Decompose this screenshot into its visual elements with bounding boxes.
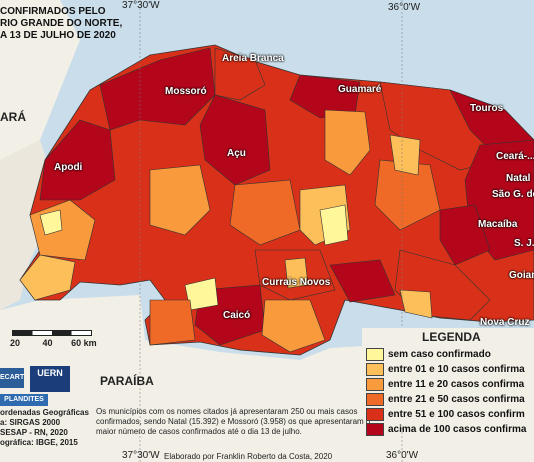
city-label-macaiba: Macaíba xyxy=(478,219,518,230)
city-label-acu: Açu xyxy=(227,148,246,159)
uern-logo: UERN xyxy=(30,366,70,392)
city-label-goianinha: Goian xyxy=(509,270,534,281)
legend-swatch xyxy=(366,393,384,406)
coord-bottom-right: 36°0'W xyxy=(386,450,419,461)
legend-swatch xyxy=(366,348,384,361)
legend: LEGENDA sem caso confirmado entre 01 e 1… xyxy=(366,330,534,437)
legend-label: entre 51 e 100 casos confirm xyxy=(388,409,525,420)
city-label-touros: Touros xyxy=(470,103,504,114)
city-label-nova-cruz: Nova Cruz xyxy=(480,317,530,328)
state-label-ceara: ARÁ xyxy=(0,110,26,124)
scale-bar xyxy=(12,330,92,336)
state-label-paraiba: PARAÍBA xyxy=(100,374,154,388)
region-centre-yellow xyxy=(319,204,349,246)
region-west-yellow xyxy=(19,254,76,301)
legend-item: sem caso confirmado xyxy=(366,347,534,362)
legend-swatch xyxy=(366,408,384,421)
legend-item: entre 11 e 20 casos confirma xyxy=(366,377,534,392)
city-label-natal: Natal xyxy=(506,173,531,184)
region-south-orange-2 xyxy=(261,299,326,353)
city-label-apodi: Apodi xyxy=(54,162,83,173)
neighbor-land-west xyxy=(0,0,80,160)
region-areia-branca xyxy=(214,47,266,101)
legend-label: entre 01 e 10 casos confirma xyxy=(388,364,525,375)
plandites-logo: PLANDITES xyxy=(0,394,48,406)
region-macaiba xyxy=(439,204,491,266)
coord-top-left: 37°30'W xyxy=(122,0,160,11)
city-label-sao-goncalo: São G. do xyxy=(492,189,534,200)
region-south-orange xyxy=(149,299,196,346)
scale-tick-40: 40 xyxy=(42,338,53,348)
map-author: Elaborado por Franklin Roberto da Costa,… xyxy=(164,452,333,461)
legend-item: entre 01 e 10 casos confirma xyxy=(366,362,534,377)
city-label-currais-novos: Currais Novos xyxy=(262,277,331,288)
map-credits: ordenadas Geográficas a: SIRGAS 2000 SES… xyxy=(0,408,89,447)
legend-swatch xyxy=(366,378,384,391)
region-currais-yellow xyxy=(284,257,309,289)
region-mossoro xyxy=(99,47,216,131)
legend-swatch xyxy=(366,423,384,436)
ecart-logo: ECART xyxy=(0,368,24,388)
city-label-caico: Caicó xyxy=(223,310,251,321)
city-label-mossoro: Mossoró xyxy=(165,86,207,97)
legend-swatch xyxy=(366,363,384,376)
coord-top-right: 36°0'W xyxy=(388,2,421,13)
region-apodi xyxy=(39,119,116,201)
legend-label: acima de 100 casos confirma xyxy=(388,424,527,435)
map-title: CONFIRMADOS PELO RIO GRANDE DO NORTE, A … xyxy=(0,6,123,41)
map-note: Os municípios com os nomes citados já ap… xyxy=(96,407,371,436)
region-central-light xyxy=(324,109,371,176)
scale-tick-20: 20 xyxy=(10,338,21,348)
legend-label: entre 21 e 50 casos confirma xyxy=(388,394,525,405)
legend-item: acima de 100 casos confirma xyxy=(366,422,534,437)
legend-background xyxy=(362,328,534,428)
region-east-yellow xyxy=(389,134,421,176)
city-label-sao-jose: S. J. xyxy=(514,238,534,249)
region-south-east-light xyxy=(399,289,433,319)
scale-tick-60: 60 km xyxy=(71,338,97,348)
region-centre-orange xyxy=(149,164,211,236)
legend-item: entre 21 e 50 casos confirma xyxy=(366,392,534,407)
region-south-red xyxy=(329,259,396,303)
legend-label: entre 11 e 20 casos confirma xyxy=(388,379,525,390)
legend-label: sem caso confirmado xyxy=(388,349,491,360)
region-centre-orange-2 xyxy=(229,179,301,246)
city-label-guamare: Guamaré xyxy=(338,84,382,95)
legend-title: LEGENDA xyxy=(422,330,481,344)
legend-item: entre 51 e 100 casos confirm xyxy=(366,407,534,422)
city-label-areia-branca: Areia Branca xyxy=(222,53,284,64)
region-east-orange xyxy=(374,159,441,231)
coord-bottom-left: 37°30'W xyxy=(122,450,160,461)
city-label-ceara-mirim: Ceará-... xyxy=(496,151,534,162)
region-west-yellow-2 xyxy=(39,209,63,236)
scale-labels: 20 40 60 km xyxy=(10,338,97,348)
